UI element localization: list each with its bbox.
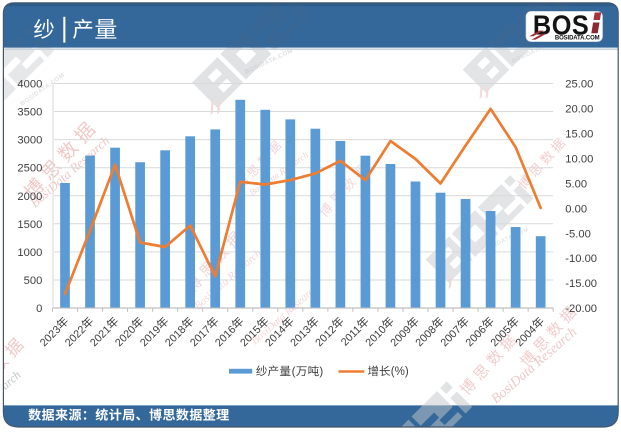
svg-text:0.00: 0.00	[565, 203, 587, 215]
svg-text:20.00: 20.00	[565, 104, 593, 116]
svg-text:4000: 4000	[17, 79, 42, 91]
svg-text:10.00: 10.00	[565, 153, 593, 165]
svg-text:0: 0	[36, 303, 42, 315]
svg-text:-10.00: -10.00	[565, 253, 597, 265]
svg-text:-5.00: -5.00	[565, 228, 591, 240]
svg-text:1500: 1500	[17, 219, 42, 231]
svg-text:25.00: 25.00	[565, 79, 593, 91]
svg-text:15.00: 15.00	[565, 129, 593, 141]
svg-text:(: (	[292, 365, 296, 378]
svg-text:500: 500	[24, 275, 43, 287]
svg-text:2500: 2500	[17, 163, 42, 175]
svg-text:5.00: 5.00	[565, 178, 587, 190]
svg-text:-15.00: -15.00	[565, 278, 597, 290]
svg-text:BOSIDATA.COM: BOSIDATA.COM	[555, 35, 600, 41]
svg-text:(%): (%)	[391, 366, 409, 378]
svg-text:-20.00: -20.00	[565, 303, 597, 315]
svg-text:3000: 3000	[17, 135, 42, 147]
svg-text:3500: 3500	[17, 107, 42, 119]
svg-text:2000: 2000	[17, 191, 42, 203]
svg-text:): )	[319, 365, 323, 378]
svg-text:1000: 1000	[17, 247, 42, 259]
